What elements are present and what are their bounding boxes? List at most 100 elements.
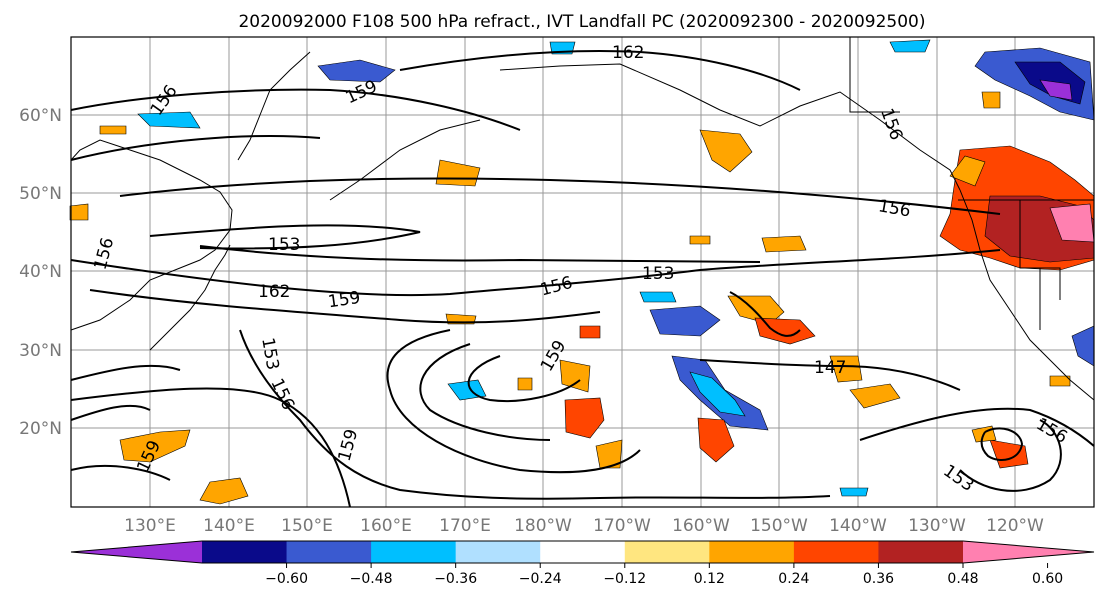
lat-label: 40°N — [19, 262, 62, 282]
shading-positive-sw — [119, 429, 191, 463]
contour-west-3 — [70, 464, 171, 481]
colorbar-segment — [455, 541, 541, 563]
lon-label: 180°W — [514, 516, 572, 536]
contour-159-north — [70, 88, 521, 131]
colorbar-tick-label: −0.36 — [434, 571, 477, 587]
colorbar-segment — [540, 541, 626, 563]
shading-positive-mid — [761, 235, 807, 253]
contour-153-band — [149, 224, 421, 250]
coastline-kamchatka — [237, 51, 311, 161]
contour-153-sw — [239, 329, 831, 500]
lat-label: 20°N — [19, 419, 62, 439]
colorbar-outline — [70, 540, 1095, 564]
colorbar-ticks: −0.60 −0.48 −0.36 −0.24 −0.12 0.12 0.24 0.36 0.4… — [265, 563, 1063, 587]
contour-156-long — [119, 177, 1001, 215]
colorbar-tick-label: −0.60 — [265, 571, 308, 587]
shading-positive-gulf — [699, 129, 753, 173]
lon-label: 150°W — [750, 516, 808, 536]
shading-positive-sw2 — [199, 477, 249, 505]
contour-156-mid — [70, 249, 1001, 297]
lon-label: 150°E — [281, 516, 333, 536]
lon-label: 130°E — [124, 516, 176, 536]
lat-label: 50°N — [19, 184, 62, 204]
lon-label: 140°W — [829, 516, 887, 536]
coastlines — [70, 37, 1095, 401]
contour-trough-1 — [386, 329, 641, 474]
contour-159-south — [70, 387, 351, 508]
shading-positive-mid3 — [754, 317, 816, 345]
shading-positive-south3 — [595, 439, 623, 469]
contour-label: 153 — [642, 264, 674, 284]
coastline-japan — [149, 244, 231, 351]
colorbar-tick-label: −0.48 — [350, 571, 393, 587]
contour-156-east — [859, 407, 1095, 447]
colorbar-tick-label: −0.12 — [603, 571, 646, 587]
lon-label: 130°W — [908, 516, 966, 536]
shading-positive-mid2 — [727, 295, 785, 325]
longitude-labels: 130°E 140°E 150°E 160°E 170°E 180°W 170°… — [124, 516, 1044, 536]
shading-positive-sub3 — [1049, 375, 1071, 387]
colorbar-segment — [709, 541, 795, 563]
colorbar-segment — [624, 541, 710, 563]
contour-label: 162 — [612, 43, 644, 63]
map-area: 162 159 156 156 153 162 159 156 153 156 … — [69, 36, 1095, 508]
ivt-shading — [69, 39, 1095, 505]
contour-162-north — [399, 49, 801, 91]
contour-cutoff-2 — [959, 419, 1062, 492]
contour-trough-2 — [419, 343, 551, 441]
shading-positive-sub2 — [689, 235, 711, 245]
colorbar-tick-label: 0.24 — [778, 571, 809, 587]
contour-label: 162 — [258, 282, 290, 302]
contour-153-inner — [199, 245, 761, 263]
shading-positive-south2 — [564, 397, 605, 439]
shading-positive-ak-coast — [981, 91, 1001, 109]
lon-label: 120°W — [986, 516, 1044, 536]
shading-positive-hawaii — [697, 417, 735, 463]
shading-positive-coast-fringe — [949, 155, 986, 187]
colorbar-segment — [371, 541, 457, 563]
colorbar-segment — [878, 541, 964, 563]
map-border — [70, 36, 1095, 508]
lat-label: 30°N — [19, 341, 62, 361]
shading-positive-east — [849, 383, 901, 409]
colorbar-tick-label: 0.12 — [694, 571, 725, 587]
shading-negative-central2 — [639, 291, 677, 303]
colorbar — [70, 540, 1095, 564]
border-ak-canada — [849, 37, 900, 113]
lon-label: 170°E — [439, 516, 491, 536]
colorbar-segment — [286, 541, 372, 563]
refractivity-contours — [70, 49, 1095, 508]
lon-label: 140°E — [203, 516, 255, 536]
colorbar-tick-label: 0.48 — [947, 571, 978, 587]
colorbar-segment — [793, 541, 879, 563]
shading-negative-alaska — [317, 59, 396, 83]
colorbar-tick-label: 0.60 — [1032, 571, 1063, 587]
shading-positive-mid4 — [829, 355, 863, 383]
shading-positive-sub4 — [579, 325, 601, 339]
contour-cutoff-1 — [980, 427, 1024, 461]
lat-label: 60°N — [19, 106, 62, 126]
colorbar-tick-label: −0.24 — [519, 571, 562, 587]
shading-negative-aleutian — [137, 111, 201, 129]
contour-west-1 — [70, 364, 181, 381]
colorbar-extend-low — [71, 541, 202, 563]
contour-west-2 — [70, 404, 151, 421]
contour-159-mid — [89, 289, 601, 324]
shading-positive-sakhalin — [69, 203, 89, 221]
coastline-na-west — [959, 189, 1095, 401]
contour-bay — [729, 291, 801, 337]
shading-negative-subtrop-ring — [689, 371, 746, 417]
colorbar-extend-high — [963, 541, 1094, 563]
shading-negative-central — [649, 305, 721, 337]
shading-negative-small — [839, 487, 869, 497]
coastline-aleutians — [329, 119, 481, 201]
lon-label: 160°E — [360, 516, 412, 536]
contour-trough-3 — [467, 355, 581, 402]
contour-label: 159 — [327, 288, 362, 312]
coastline-alaska — [499, 63, 961, 191]
contour-147 — [699, 359, 961, 391]
shading-positive-aleut — [99, 125, 127, 135]
border-states — [1019, 200, 1061, 330]
